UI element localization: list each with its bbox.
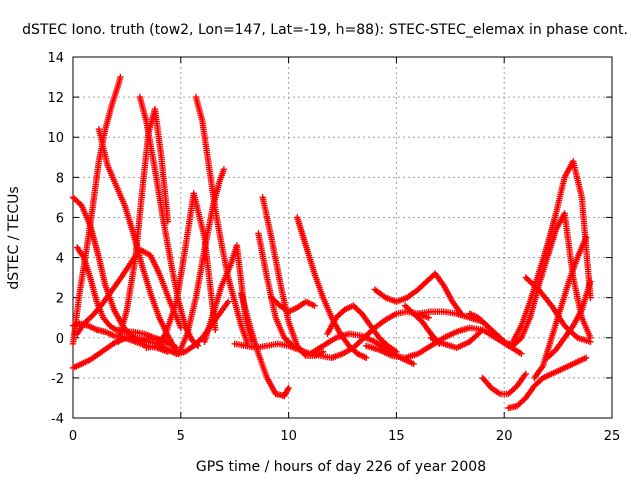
series-13	[175, 166, 228, 357]
data-point-marker	[117, 73, 124, 81]
series-19	[268, 294, 318, 315]
y-tick-label: 12	[47, 91, 64, 106]
x-axis-label: GPS time / hours of day 226 of year 2008	[196, 459, 486, 475]
data-point-marker	[77, 200, 84, 208]
y-tick-labels: -4 -2 0 2 4 6 8 10 12 14	[47, 51, 64, 427]
series-36	[544, 278, 594, 361]
y-tick-label: 10	[47, 131, 64, 146]
data-point-marker	[220, 166, 228, 173]
y-tick-label: 14	[47, 51, 64, 66]
series-7	[95, 126, 180, 355]
data-point-marker	[587, 278, 594, 285]
x-tick-label: 5	[177, 429, 185, 444]
y-tick-label: -2	[51, 372, 64, 387]
data-point-marker	[582, 354, 590, 361]
series-26	[363, 324, 486, 361]
data-point-marker	[572, 333, 580, 340]
y-tick-label: 8	[56, 171, 64, 186]
data-point-marker	[311, 302, 318, 309]
series-30	[479, 370, 529, 398]
data-series	[69, 73, 594, 412]
x-tick-label: 10	[280, 429, 297, 444]
y-axis-label: dSTEC / TECUs	[6, 186, 22, 289]
x-tick-label: 15	[388, 429, 405, 444]
data-point-marker	[518, 350, 525, 357]
y-tick-label: -4	[51, 412, 64, 427]
x-tick-labels: 0 5 10 15 20 25	[69, 429, 620, 444]
x-tick-label: 25	[604, 429, 621, 444]
x-tick-label: 0	[69, 429, 77, 444]
plot-frame	[72, 56, 613, 419]
series-16	[255, 230, 297, 349]
series-20	[294, 214, 370, 361]
data-point-marker	[516, 335, 524, 343]
data-point-marker	[225, 298, 232, 305]
x-tick-label: 20	[496, 429, 513, 444]
grid	[73, 57, 612, 418]
data-point-marker	[410, 360, 417, 368]
series-32	[509, 158, 594, 345]
y-tick-label: 6	[56, 211, 64, 226]
data-point-marker	[285, 384, 292, 392]
data-point-marker	[425, 314, 432, 321]
data-point-marker	[582, 234, 590, 241]
data-point-marker	[522, 370, 529, 378]
series-4	[74, 244, 180, 351]
series-12	[192, 93, 251, 347]
data-point-marker	[212, 326, 219, 333]
data-point-marker	[363, 354, 370, 361]
series-24	[371, 270, 465, 317]
series-31	[505, 354, 590, 412]
chart-title: dSTEC Iono. truth (tow2, Lon=147, Lat=-1…	[22, 22, 628, 38]
data-point-marker	[587, 338, 594, 345]
y-tick-label: 0	[56, 332, 64, 347]
y-tick-label: 2	[56, 292, 64, 307]
tick-marks	[72, 56, 613, 419]
y-tick-label: 4	[56, 252, 64, 267]
series-15	[238, 290, 292, 400]
